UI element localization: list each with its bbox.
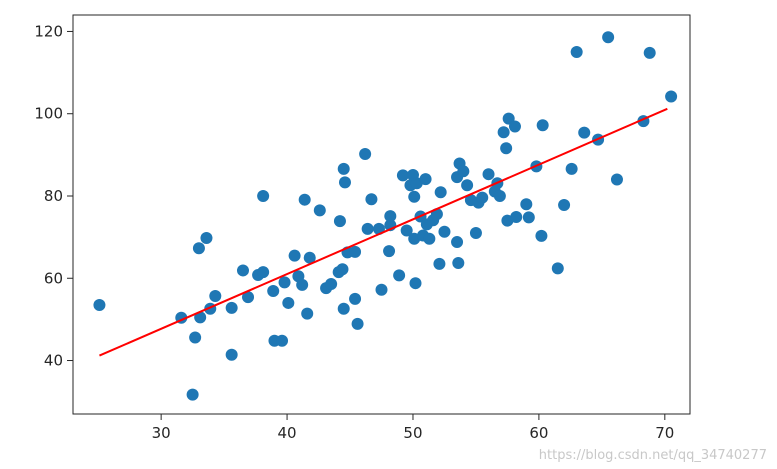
data-point: [242, 291, 255, 304]
data-point: [419, 173, 432, 186]
y-tick-label: 120: [34, 22, 63, 40]
x-tick-label: 40: [278, 424, 297, 442]
data-point: [189, 331, 202, 344]
data-point: [225, 301, 238, 314]
data-point: [536, 119, 549, 132]
data-point: [497, 126, 510, 139]
data-point: [257, 266, 270, 279]
data-point: [282, 296, 295, 309]
data-point: [551, 262, 564, 275]
data-point: [535, 229, 548, 242]
data-point: [338, 176, 351, 189]
data-point: [192, 242, 205, 255]
y-tick-label: 40: [44, 352, 63, 370]
data-point: [313, 204, 326, 217]
data-point: [225, 348, 238, 361]
data-point: [452, 257, 465, 270]
data-point: [288, 249, 301, 262]
x-tick-label: 50: [403, 424, 422, 442]
data-point: [349, 292, 362, 305]
data-point: [434, 186, 447, 199]
data-point: [278, 276, 291, 289]
x-tick-label: 70: [655, 424, 674, 442]
data-point: [93, 298, 106, 311]
data-point: [349, 245, 362, 258]
data-point: [578, 126, 591, 139]
data-point: [276, 334, 289, 347]
data-point: [298, 193, 311, 206]
data-point: [236, 264, 249, 277]
data-point: [396, 169, 409, 182]
data-point: [457, 165, 470, 178]
data-point: [438, 225, 451, 238]
data-point: [267, 285, 280, 298]
data-point: [610, 173, 623, 186]
y-axis-ticks: 40 60 80 100 120: [34, 22, 73, 370]
x-axis-ticks: 30 40 50 60 70: [152, 414, 674, 442]
y-tick-label: 100: [34, 105, 63, 123]
data-point: [333, 215, 346, 228]
data-point: [451, 236, 464, 249]
data-point: [409, 277, 422, 290]
data-point: [510, 210, 523, 223]
data-point: [351, 317, 364, 330]
data-point: [194, 311, 207, 324]
data-point: [337, 302, 350, 315]
data-point: [296, 278, 309, 291]
data-point: [257, 189, 270, 202]
data-point: [361, 222, 374, 235]
x-tick-label: 60: [529, 424, 548, 442]
data-point: [375, 283, 388, 296]
data-point: [643, 46, 656, 59]
data-point: [303, 251, 316, 264]
data-point: [400, 224, 413, 237]
regression-line-layer: [99, 107, 668, 357]
watermark-text: https://blog.csdn.net/qq_34740277: [538, 448, 767, 463]
data-point: [508, 120, 521, 133]
data-point: [558, 199, 571, 212]
data-point: [570, 46, 583, 59]
data-point: [423, 232, 436, 245]
data-point: [602, 31, 615, 44]
y-tick-label: 60: [44, 269, 63, 287]
data-point: [500, 142, 513, 155]
data-point: [359, 148, 372, 161]
data-point: [408, 190, 421, 203]
scatter-points: [93, 31, 678, 401]
data-point: [336, 263, 349, 276]
data-point: [469, 227, 482, 240]
data-point: [522, 211, 535, 224]
data-point: [365, 193, 378, 206]
data-point: [565, 162, 578, 175]
y-tick-label: 80: [44, 187, 63, 205]
regression-line: [99, 107, 668, 357]
data-point: [433, 257, 446, 270]
data-point: [301, 307, 314, 320]
data-point: [209, 289, 222, 302]
data-point: [384, 210, 397, 223]
data-point: [337, 162, 350, 175]
data-point: [493, 189, 506, 202]
data-point: [476, 191, 489, 204]
x-tick-label: 30: [152, 424, 171, 442]
data-point: [383, 245, 396, 258]
data-point: [665, 90, 678, 103]
data-point: [200, 231, 213, 244]
axes: [72, 14, 691, 415]
data-point: [520, 198, 533, 211]
data-point: [461, 179, 474, 192]
data-point: [482, 168, 495, 181]
data-point: [186, 388, 199, 401]
plot-frame: [72, 14, 691, 415]
data-point: [325, 278, 338, 291]
data-point: [393, 269, 406, 282]
